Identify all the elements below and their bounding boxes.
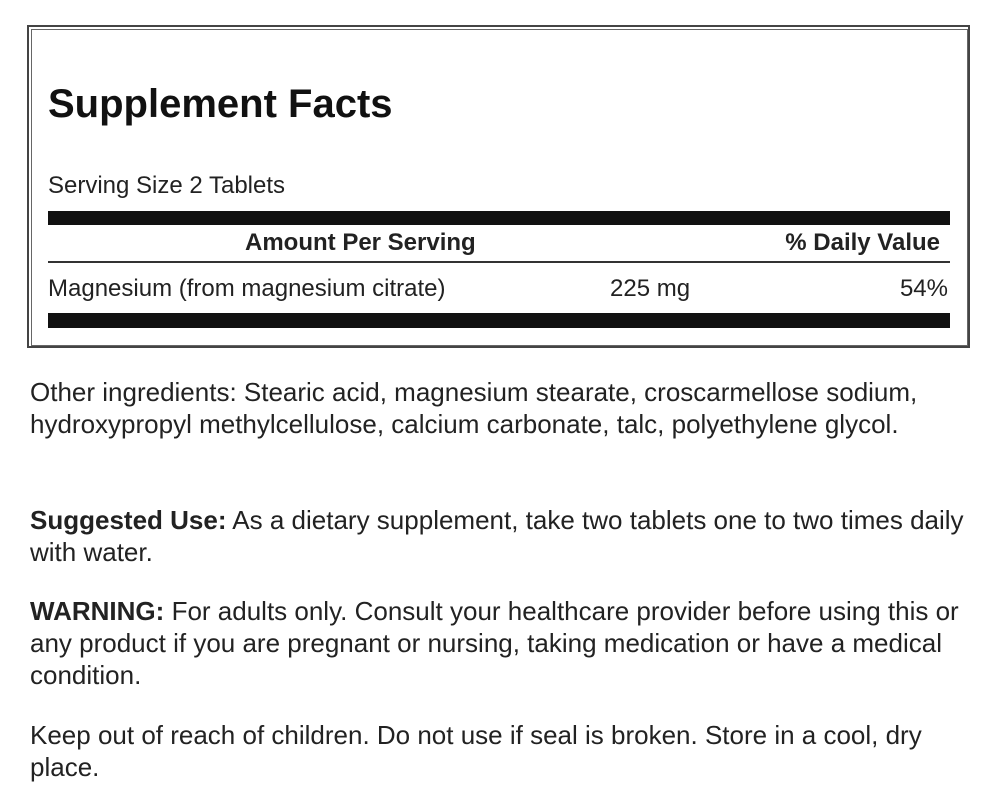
storage: Keep out of reach of children. Do not us… (30, 720, 922, 782)
facts-border (27, 25, 970, 348)
facts-title: Supplement Facts (48, 82, 393, 126)
thick-rule (48, 211, 950, 225)
nutrient-amount: 225 mg (610, 275, 691, 302)
nutrient-name: Magnesium (from magnesium citrate) (48, 275, 446, 302)
warning: WARNING: For adults only. Consult your h… (30, 595, 975, 691)
daily-value-header: % Daily Value (785, 229, 940, 256)
thick-rule (48, 313, 950, 328)
amount-header: Amount Per Serving (245, 229, 476, 256)
thin-rule (48, 261, 950, 263)
facts-inner-border (31, 29, 968, 346)
warning-text: For adults only. Consult your healthcare… (30, 596, 959, 690)
suggested-use-label: Suggested Use: (30, 505, 227, 535)
suggested-use-text: As a dietary supplement, take two tablet… (30, 505, 964, 567)
other-ingredients: Other ingredients: Stearic acid, magnesi… (30, 377, 918, 439)
suggested-use: Suggested Use: As a dietary supplement, … (30, 504, 975, 568)
nutrient-dv: 54% (899, 275, 948, 302)
warning-label: WARNING: (30, 596, 165, 626)
serving-size: Serving Size 2 Tablets (48, 172, 286, 199)
